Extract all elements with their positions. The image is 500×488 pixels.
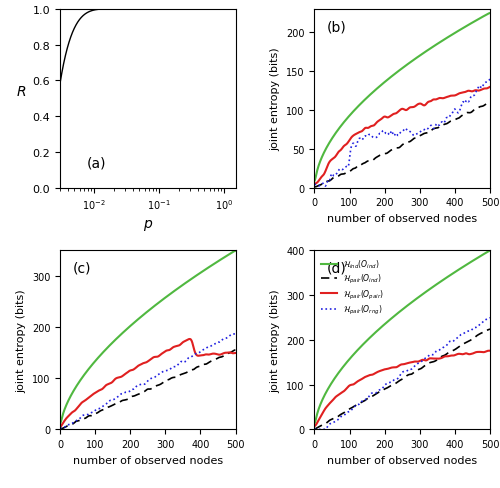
$\mathcal{H}_{ind}(O_{ind})$: [426, 286, 432, 292]
$\mathcal{H}_{ind}(O_{ind})$: [376, 327, 382, 333]
$\mathcal{H}_{ind}(O_{ind})$: [355, 347, 361, 353]
$\mathcal{H}_{pair}(O_{ind})$: [355, 402, 361, 407]
Text: (a): (a): [86, 156, 106, 170]
$\mathcal{H}_{ind}(O_{ind})$: [424, 288, 430, 294]
$\mathcal{H}_{pair}(O_{ind})$: [362, 397, 368, 403]
$\mathcal{H}_{pair}(O_{pair})$: [457, 351, 463, 357]
$\mathcal{H}_{pair}(O_{ind})$: [424, 362, 430, 367]
Line: $\mathcal{H}_{ind}(O_{ind})$: $\mathcal{H}_{ind}(O_{ind})$: [314, 251, 490, 424]
$\mathcal{H}_{pair}(O_{ind})$: [487, 326, 493, 332]
Line: $\mathcal{H}_{pair}(O_{rng})$: $\mathcal{H}_{pair}(O_{rng})$: [314, 318, 490, 429]
$\mathcal{H}_{pair}(O_{pair})$: [426, 356, 432, 362]
Text: (d): (d): [327, 261, 346, 275]
$\mathcal{H}_{pair}(O_{ind})$: [376, 390, 382, 396]
$\mathcal{H}_{ind}(O_{ind})$: [457, 266, 463, 272]
$\mathcal{H}_{pair}(O_{pair})$: [355, 378, 361, 384]
$\mathcal{H}_{ind}(O_{ind})$: [312, 421, 318, 427]
Legend: $\mathcal{H}_{ind}(O_{ind})$, $\mathcal{H}_{pair}(O_{ind})$, $\mathcal{H}_{pair}: $\mathcal{H}_{ind}(O_{ind})$, $\mathcal{…: [318, 255, 386, 319]
$\mathcal{H}_{pair}(O_{rng})$: [312, 427, 318, 432]
$\mathcal{H}_{pair}(O_{ind})$: [426, 360, 432, 366]
$\mathcal{H}_{pair}(O_{rng})$: [362, 397, 368, 403]
$\mathcal{H}_{ind}(O_{ind})$: [487, 248, 493, 254]
$\mathcal{H}_{pair}(O_{rng})$: [457, 333, 463, 339]
$\mathcal{H}_{pair}(O_{rng})$: [376, 388, 382, 394]
$\mathcal{H}_{ind}(O_{ind})$: [362, 340, 368, 346]
$\mathcal{H}_{pair}(O_{pair})$: [424, 357, 430, 363]
$\mathcal{H}_{pair}(O_{ind})$: [312, 426, 318, 432]
$\mathcal{H}_{pair}(O_{pair})$: [376, 369, 382, 375]
Text: (c): (c): [72, 261, 91, 275]
$\mathcal{H}_{pair}(O_{pair})$: [362, 374, 368, 380]
$\mathcal{H}_{pair}(O_{ind})$: [457, 344, 463, 349]
X-axis label: number of observed nodes: number of observed nodes: [72, 455, 223, 465]
X-axis label: $p$: $p$: [142, 217, 153, 232]
Text: (b): (b): [327, 20, 346, 34]
$\mathcal{H}_{pair}(O_{rng})$: [487, 315, 493, 321]
Y-axis label: $R$: $R$: [16, 85, 26, 99]
X-axis label: number of observed nodes: number of observed nodes: [327, 455, 478, 465]
$\mathcal{H}_{pair}(O_{pair})$: [487, 348, 493, 354]
$\mathcal{H}_{pair}(O_{rng})$: [355, 402, 361, 407]
Line: $\mathcal{H}_{pair}(O_{pair})$: $\mathcal{H}_{pair}(O_{pair})$: [314, 351, 490, 426]
Y-axis label: joint entropy (bits): joint entropy (bits): [270, 47, 280, 151]
Y-axis label: joint entropy (bits): joint entropy (bits): [16, 288, 26, 392]
$\mathcal{H}_{pair}(O_{rng})$: [424, 354, 430, 360]
Line: $\mathcal{H}_{pair}(O_{ind})$: $\mathcal{H}_{pair}(O_{ind})$: [314, 329, 490, 429]
$\mathcal{H}_{pair}(O_{pair})$: [312, 423, 318, 429]
Y-axis label: joint entropy (bits): joint entropy (bits): [270, 288, 280, 392]
$\mathcal{H}_{pair}(O_{rng})$: [426, 352, 432, 358]
X-axis label: number of observed nodes: number of observed nodes: [327, 214, 478, 224]
